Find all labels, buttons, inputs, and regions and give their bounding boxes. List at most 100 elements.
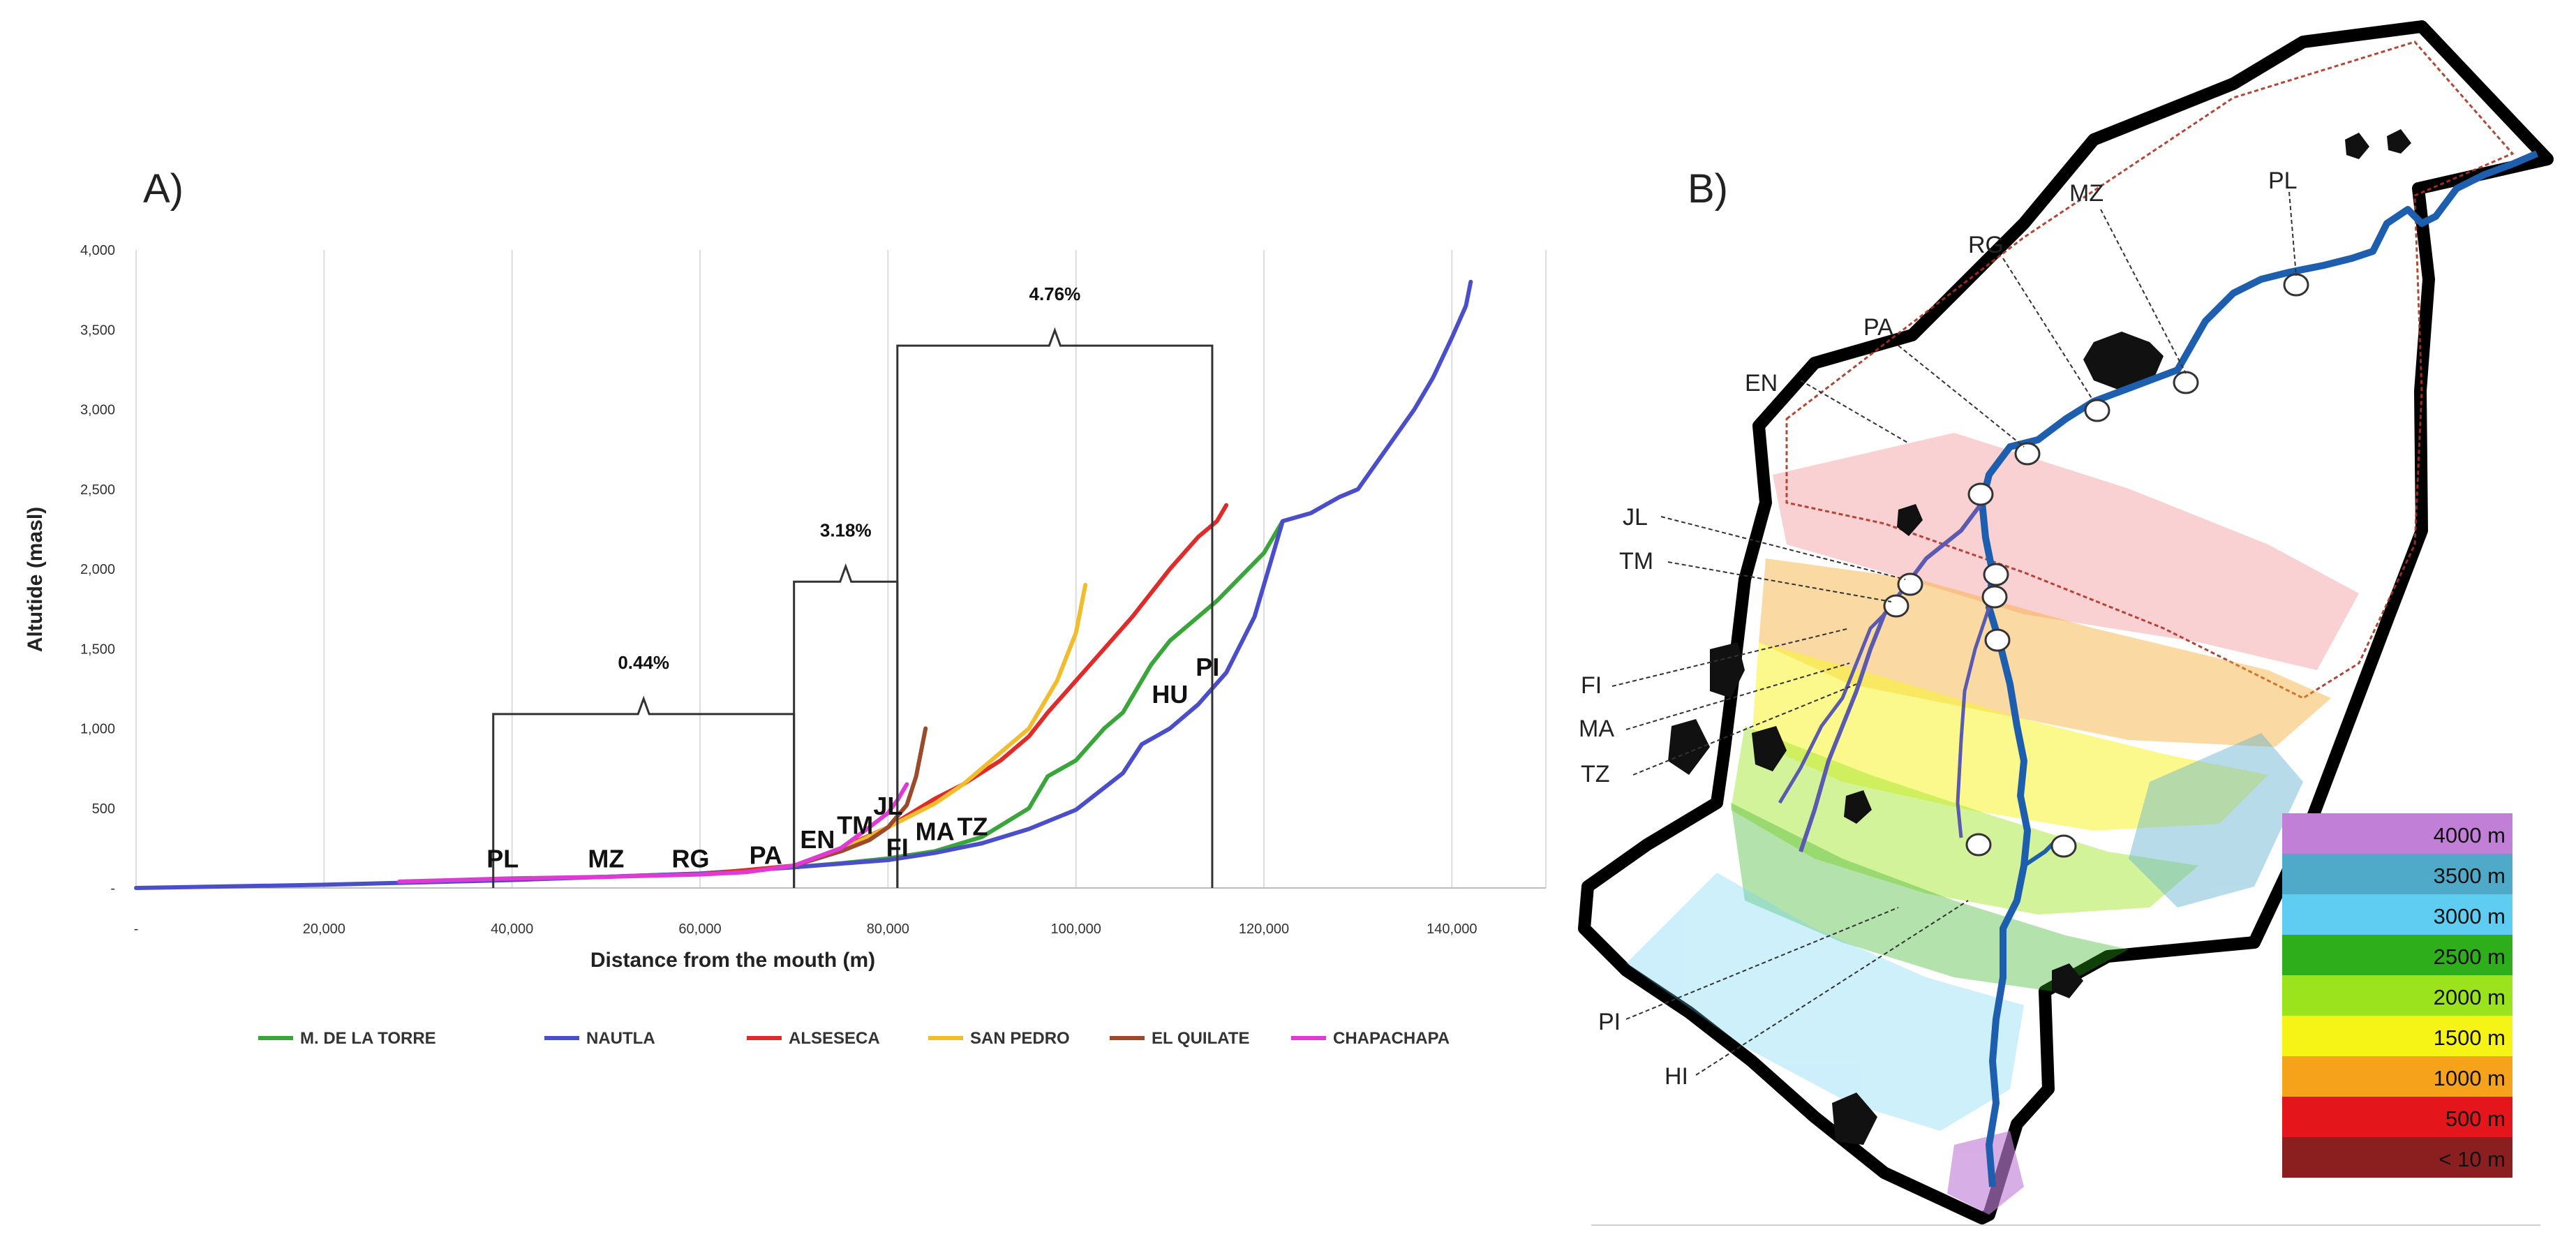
elevation-label: 3000 m <box>2434 904 2506 928</box>
elevation-label: 2500 m <box>2434 945 2506 969</box>
marker-tz <box>1984 628 2011 652</box>
y-tick-label: 3,000 <box>80 403 115 418</box>
town-west-3 <box>1752 726 1787 771</box>
y-tick-label: 500 <box>92 801 115 817</box>
station-label-mz: MZ <box>588 844 624 873</box>
slope-label: 3.18% <box>820 519 872 540</box>
leader-pa <box>1898 345 2025 447</box>
leader-hi <box>1695 900 1969 1076</box>
station-label-rg: RG <box>672 844 710 873</box>
map-label-mz: MZ <box>2069 180 2104 207</box>
marker-ma <box>1981 585 2008 609</box>
panel-a-label: A) <box>143 166 184 212</box>
y-tick-label: 2,000 <box>80 562 115 577</box>
panel-b-label: B) <box>1688 166 1728 212</box>
legend-label: NAUTLA <box>586 1029 655 1048</box>
marker-en <box>1967 482 1994 506</box>
x-tick-label: 40,000 <box>491 921 533 937</box>
elevation-swatch <box>2282 975 2512 1016</box>
marker-mz <box>2173 371 2199 394</box>
map-label-ma: MA <box>1579 716 1614 742</box>
y-tick-label: 1,000 <box>80 722 115 737</box>
station-label-pl: PL <box>486 844 519 873</box>
contour-band-3500 <box>2129 733 2303 908</box>
elevation-label: 1500 m <box>2434 1025 2506 1050</box>
map-label-rg: RG <box>1968 232 2004 258</box>
map-label-hi: HI <box>1665 1063 1688 1090</box>
station-label-jl: JL <box>873 792 902 820</box>
slope-bracket <box>896 327 1214 888</box>
elevation-swatch <box>2282 935 2512 975</box>
map-label-pl: PL <box>2268 168 2298 194</box>
y-tick-label: 2,500 <box>80 482 115 498</box>
marker-pi <box>1965 833 1992 857</box>
leader-rg <box>2002 258 2094 402</box>
town-misantla <box>2083 332 2164 391</box>
panel-a: A) - 20,000 40,000 60,000 80,000 100,000 120,0… <box>24 166 1547 1048</box>
elevation-label: 3500 m <box>2434 864 2506 888</box>
legend-label: M. DE LA TORRE <box>300 1029 436 1048</box>
marker-pl <box>2283 273 2309 297</box>
elevation-label: 4000 m <box>2434 823 2506 847</box>
x-tick-label: - <box>134 921 139 937</box>
elevation-label: < 10 m <box>2439 1147 2506 1171</box>
elevation-swatch <box>2282 894 2512 935</box>
marker-rg <box>2084 399 2110 422</box>
leader-mz <box>2100 209 2187 374</box>
chart-grid <box>135 250 1547 888</box>
station-label-tz: TZ <box>958 813 988 841</box>
x-tick-label: 60,000 <box>678 921 721 937</box>
river-tributary-central <box>1956 607 1991 838</box>
station-label-pa: PA <box>750 841 782 870</box>
marker-pa <box>2014 442 2041 466</box>
elevation-swatch <box>2282 813 2512 854</box>
elevation-swatch <box>2282 1097 2512 1137</box>
map-station-labels: PL MZ RG PA EN JL TM FI MA TZ PI HI <box>1579 168 2298 1090</box>
x-tick-label: 20,000 <box>303 921 345 937</box>
legend-label: ALSESECA <box>789 1029 880 1048</box>
marker-tm <box>1883 594 1909 618</box>
elevation-swatch <box>2282 854 2512 894</box>
legend-label: CHAPACHAPA <box>1333 1029 1450 1048</box>
leader-jl <box>1660 516 1906 580</box>
y-axis-title: Altutide (masl) <box>24 507 47 652</box>
elevation-label: 2000 m <box>2434 985 2506 1009</box>
map-label-pa: PA <box>1863 314 1893 341</box>
elevation-swatch <box>2282 1137 2512 1178</box>
chart-axes: - 20,000 40,000 60,000 80,000 100,000 120,000 1… <box>80 243 1546 937</box>
town-south <box>1832 1093 1877 1145</box>
y-tick-label: 4,000 <box>80 243 115 258</box>
station-markers <box>1883 273 2309 858</box>
contour-band-3000 <box>1626 873 2024 1131</box>
station-label-fi: FI <box>886 833 909 861</box>
y-tick-label: 1,500 <box>80 642 115 657</box>
leader-tz <box>1632 683 1857 776</box>
towns <box>1668 129 2411 1145</box>
contour-band-2000 <box>1731 726 2198 915</box>
legend-label: SAN PEDRO <box>970 1029 1070 1048</box>
x-axis-title: Distance from the mouth (m) <box>590 949 875 972</box>
chart-brackets: 0.44% 3.18% 4.76% <box>492 283 1214 888</box>
marker-jl <box>1897 572 1923 596</box>
elevation-label: 500 m <box>2445 1106 2506 1131</box>
town-north-2 <box>2387 129 2411 154</box>
map-label-pi: PI <box>1598 1009 1621 1035</box>
chart-series <box>134 279 1473 890</box>
slope-label: 0.44% <box>618 652 669 673</box>
map-label-tz: TZ <box>1581 761 1610 787</box>
marker-fi <box>1983 563 2009 586</box>
contour-band-500 <box>1773 433 2359 670</box>
x-tick-label: 140,000 <box>1427 921 1477 937</box>
chart-legend: M. DE LA TORRE NAUTLA ALSESECA SAN PEDRO EL … <box>258 1029 1450 1048</box>
elevation-swatch <box>2282 1056 2512 1097</box>
town-sw <box>1844 790 1872 824</box>
marker-hi <box>2050 834 2077 858</box>
river-tributary-west <box>1778 613 1886 804</box>
map-label-en: EN <box>1745 370 1778 397</box>
x-tick-label: 80,000 <box>867 921 909 937</box>
leader-ma <box>1625 662 1850 730</box>
contour-band-1500 <box>1752 642 2268 831</box>
station-label-tm: TM <box>837 810 873 839</box>
